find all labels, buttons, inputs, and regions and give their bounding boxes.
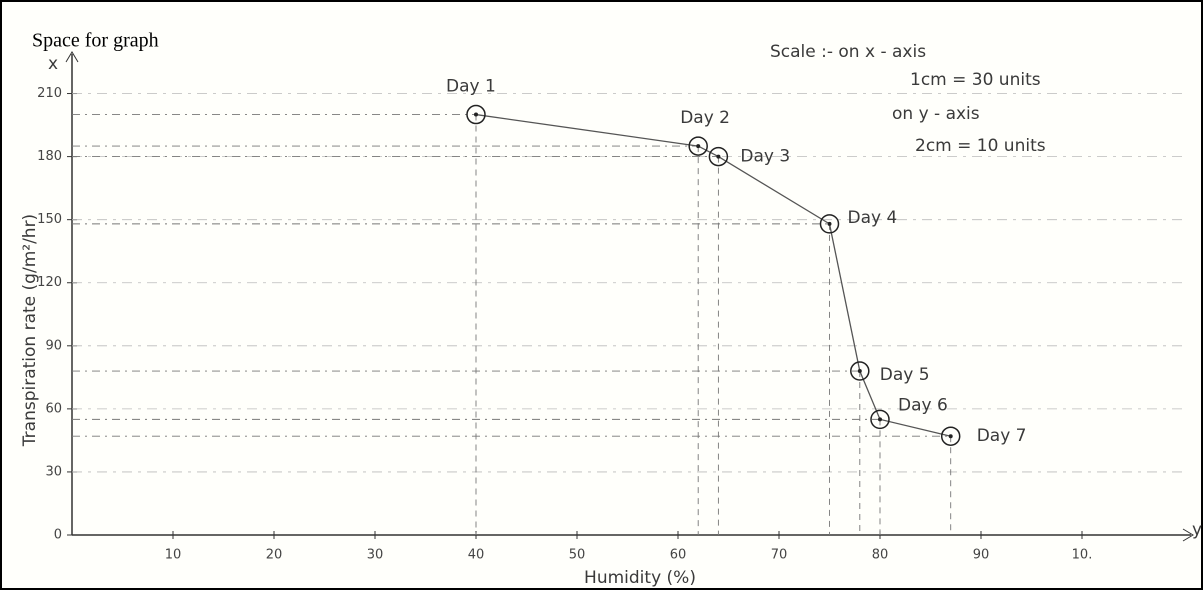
data-point (870, 409, 890, 430)
data-point (940, 426, 961, 446)
y-tick-label: 150 (37, 212, 62, 227)
point-label: Day 5 (880, 365, 930, 385)
y-tick-label: 30 (45, 464, 62, 479)
x-axis-label: Humidity (%) (584, 568, 696, 588)
data-dot (474, 112, 478, 117)
y-tick-label: 0 (54, 528, 62, 543)
point-label: Day 7 (977, 426, 1027, 446)
x-tick-label: 50 (569, 548, 586, 563)
point-label: Day 4 (848, 208, 898, 228)
y-axis-label: Transpiration rate (g/m²/hr) (20, 214, 40, 447)
x-tick-label: 60 (670, 548, 687, 563)
arrow (1182, 528, 1194, 542)
x-axis-letter: y (1192, 520, 1202, 540)
chart-title: Space for graph (32, 30, 159, 52)
x-tick-label: 10 (165, 548, 182, 563)
data-dot (696, 144, 701, 149)
data-dot (948, 434, 953, 439)
annotation: 1cm = 30 units (910, 70, 1041, 90)
point-label: Day 6 (898, 395, 948, 415)
x-tick-label: 10. (1072, 548, 1093, 563)
y-tick-label: 120 (37, 275, 62, 290)
annotation: 2cm = 10 units (915, 136, 1046, 156)
data-point (688, 136, 708, 156)
data-dot (716, 154, 721, 159)
point-label: Day 2 (680, 108, 730, 128)
data-dot (857, 369, 862, 374)
point-label: Day 3 (740, 147, 790, 167)
data-point (819, 214, 840, 234)
point-label: Day 1 (446, 77, 496, 97)
annotation: on y - axis (892, 104, 980, 124)
x-tick-label: 70 (771, 548, 788, 563)
x-tick-label: 90 (973, 548, 990, 563)
y-tick-label: 60 (45, 401, 62, 416)
y-tick-label: 90 (45, 338, 62, 353)
x-tick-label: 40 (468, 548, 485, 563)
data-point (708, 146, 729, 167)
data-point (850, 361, 870, 381)
data-point (466, 104, 486, 125)
x-tick-label: 30 (367, 548, 384, 563)
y-axis-letter: x (48, 54, 58, 74)
arrow (65, 51, 79, 63)
x-tick-label: 80 (872, 548, 889, 563)
data-dot (827, 221, 832, 226)
y-tick-label: 180 (37, 149, 62, 164)
data-dot (878, 417, 882, 422)
annotation: Scale :- on x - axis (770, 42, 926, 62)
y-tick-label: 210 (37, 86, 62, 101)
x-tick-label: 20 (266, 548, 283, 563)
